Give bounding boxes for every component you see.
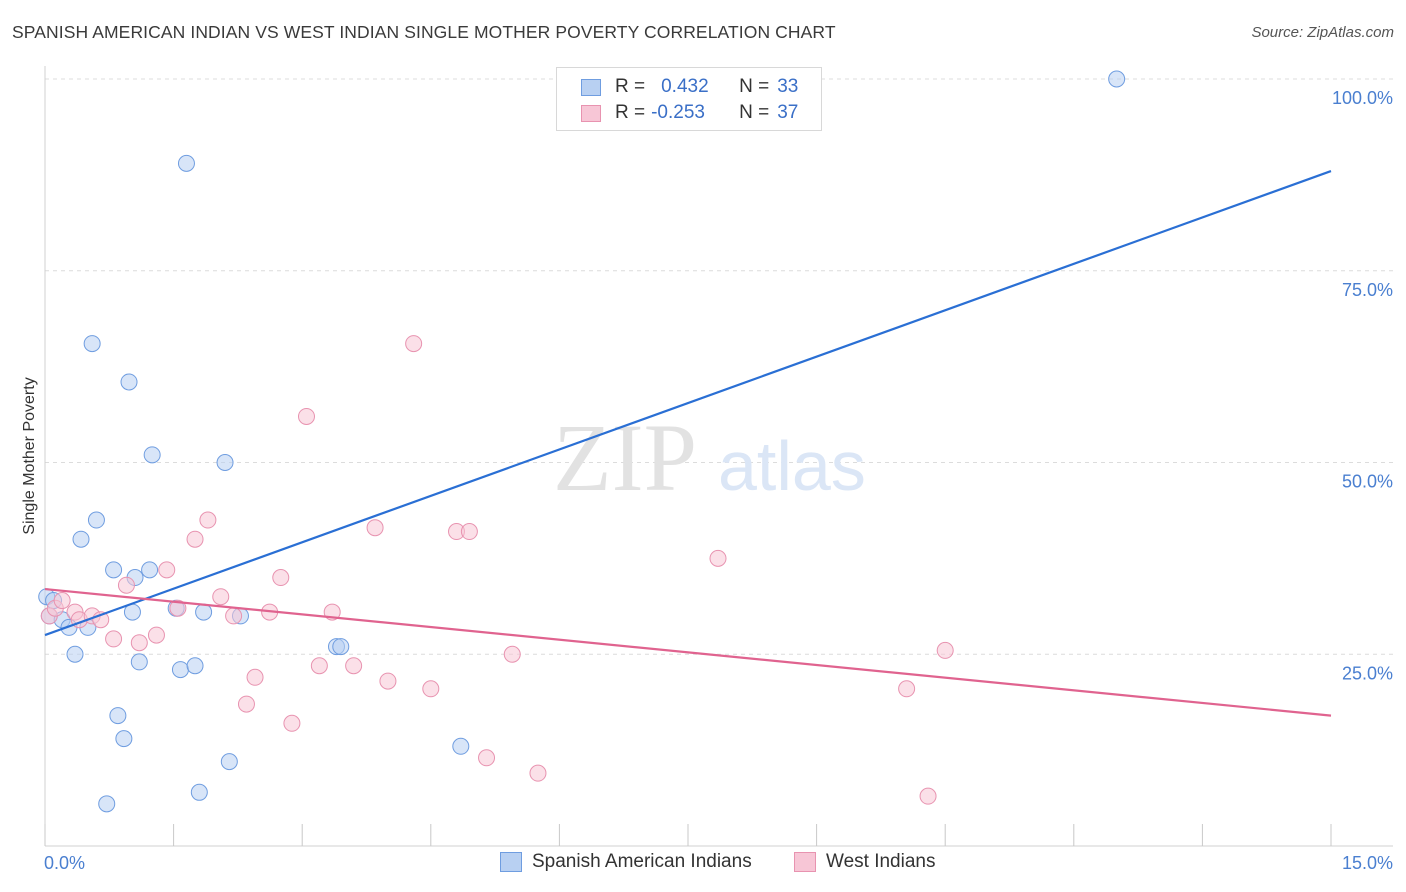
- legend-item-spanish-american-indians[interactable]: Spanish American Indians: [500, 851, 752, 873]
- source-label: Source: ZipAtlas.com: [1251, 24, 1394, 41]
- stats-row-pink: R = -0.253 N = 37: [581, 101, 798, 125]
- n-label: N =: [739, 102, 770, 123]
- west-indians-point: [919, 787, 937, 805]
- west-indians-point: [147, 626, 165, 644]
- spanish-american-indians-point: [332, 638, 350, 656]
- y-tick-label: 25.0%: [1342, 663, 1393, 683]
- west-indians-trend-line: [44, 587, 1332, 717]
- west-indians-point: [422, 680, 440, 698]
- spanish-american-indians-point: [130, 653, 148, 671]
- spanish-american-indians-point: [171, 661, 189, 679]
- r-label: R =: [615, 76, 646, 97]
- west-indians-point: [529, 764, 547, 782]
- west-indians-point: [272, 569, 290, 587]
- spanish-american-indians-point: [83, 335, 101, 353]
- x-tick-label: 0.0%: [44, 853, 85, 873]
- west-indians-point: [379, 672, 397, 690]
- spanish-american-indians-point: [216, 454, 234, 471]
- west-indians-point: [898, 680, 916, 698]
- west-indians-point: [709, 549, 727, 567]
- axes: [44, 66, 1393, 847]
- legend-label: West Indians: [826, 851, 936, 872]
- spanish-american-indians-point: [190, 783, 208, 801]
- west-indians-point: [460, 523, 478, 541]
- west-indians-point: [297, 407, 315, 425]
- spanish-american-indians-point: [186, 657, 204, 675]
- west-indians-point: [310, 657, 328, 675]
- y-tick-label: 75.0%: [1342, 280, 1393, 300]
- watermark: ZIP atlas: [553, 404, 866, 511]
- west-indians-point: [105, 630, 123, 648]
- pink-swatch: [581, 104, 601, 122]
- spanish-american-indians-point: [220, 753, 238, 771]
- west-indians-point: [130, 634, 148, 652]
- west-indians-point: [117, 576, 135, 594]
- pink-swatch: [794, 852, 816, 872]
- west-indians-point: [366, 519, 384, 537]
- spanish-american-indians-point: [1108, 70, 1126, 88]
- r-value: 0.432: [661, 76, 709, 97]
- west-indians-point: [478, 749, 496, 767]
- spanish-american-indians-point: [105, 561, 123, 579]
- spanish-american-indians-trend-line: [44, 170, 1332, 637]
- r-label: R =: [615, 102, 646, 123]
- tick-labels: 25.0% 50.0% 75.0% 100.0% 0.0% 15.0%: [44, 88, 1393, 873]
- r-value: -0.253: [651, 102, 705, 123]
- y-axis-label: Single Mother Poverty: [21, 377, 38, 534]
- west-indians-point: [158, 561, 176, 579]
- west-indians-point: [225, 607, 243, 625]
- grid-lines: [45, 78, 1393, 655]
- west-indians-point: [199, 511, 217, 529]
- west-indians-point: [936, 641, 954, 659]
- spanish-american-indians-point: [141, 561, 159, 579]
- west-indians-point: [237, 695, 255, 713]
- west-indians-point: [53, 592, 71, 610]
- n-label: N =: [739, 76, 770, 97]
- y-tick-label: 100.0%: [1332, 88, 1393, 108]
- watermark-atlas: atlas: [718, 427, 866, 505]
- west-indians-point: [169, 599, 187, 617]
- legend-label: Spanish American Indians: [532, 851, 752, 872]
- spanish-american-indians-point: [87, 511, 105, 529]
- spanish-american-indians-point: [195, 603, 213, 621]
- spanish-american-indians-point: [115, 730, 133, 748]
- west-indians-point: [283, 714, 301, 732]
- west-indians-point: [345, 657, 363, 675]
- stats-legend: R = 0.432 N = 33 R = -0.253 N = 37: [556, 67, 822, 131]
- spanish-american-indians-point: [120, 373, 138, 391]
- spanish-american-indians-point: [109, 707, 127, 725]
- x-tick-label: 15.0%: [1342, 853, 1393, 873]
- west-indians-point: [246, 668, 264, 686]
- west-indians-point: [186, 530, 204, 548]
- spanish-american-indians-point: [98, 795, 116, 813]
- spanish-american-indians-point: [143, 446, 161, 464]
- west-indians-point: [405, 335, 423, 353]
- watermark-zip: ZIP: [553, 404, 697, 511]
- chart-title: SPANISH AMERICAN INDIAN VS WEST INDIAN S…: [12, 22, 836, 42]
- n-value: 37: [777, 102, 799, 123]
- y-tick-label: 50.0%: [1342, 472, 1393, 492]
- spanish-american-indians-point: [452, 737, 470, 755]
- n-value: 33: [777, 76, 799, 97]
- west-indians-point: [503, 645, 521, 663]
- spanish-american-indians-point: [72, 530, 90, 548]
- blue-swatch: [581, 78, 601, 96]
- legend-item-west-indians[interactable]: West Indians: [794, 851, 935, 873]
- series-legend: Spanish American Indians West Indians: [0, 851, 1406, 879]
- blue-swatch: [500, 852, 522, 872]
- spanish-american-indians-point: [177, 154, 195, 172]
- west-indians-point: [212, 588, 230, 606]
- trend-lines: [44, 170, 1332, 717]
- spanish-american-indians-point: [66, 645, 84, 663]
- stats-row-blue: R = 0.432 N = 33: [581, 75, 798, 99]
